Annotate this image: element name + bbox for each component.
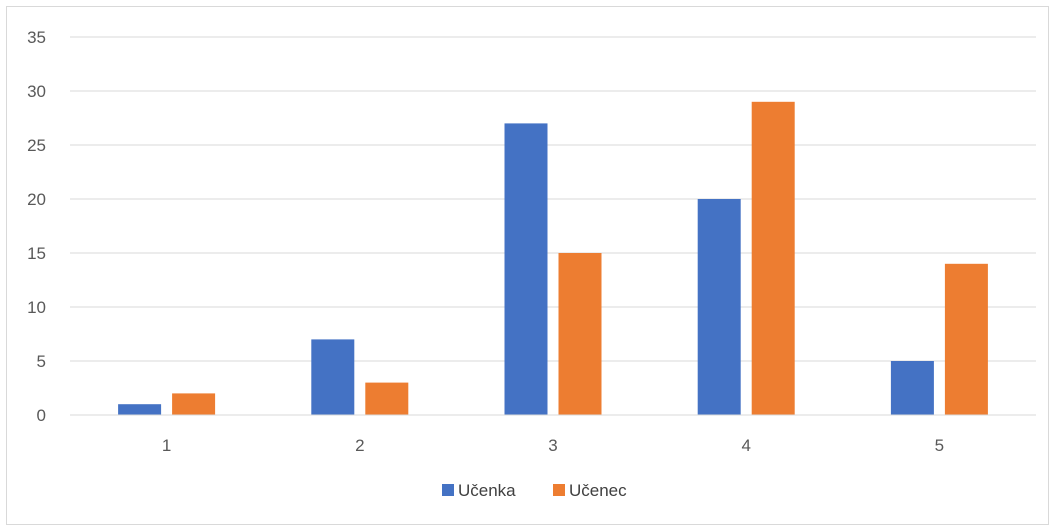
y-tick-label: 10: [27, 298, 46, 317]
y-tick-label: 15: [27, 244, 46, 263]
bar-ucenec-5: [944, 263, 988, 415]
x-tick-label: 3: [548, 436, 557, 455]
legend: Učenka Učenec: [442, 481, 627, 500]
legend-swatch: [553, 484, 565, 496]
bar-ucenka-5: [890, 361, 934, 415]
bars: [118, 101, 988, 416]
bar-ucenka-2: [311, 339, 355, 415]
x-tick-label: 1: [162, 436, 171, 455]
bar-ucenec-3: [558, 253, 602, 415]
legend-label: Učenec: [569, 481, 627, 500]
y-tick-label: 35: [27, 28, 46, 47]
bar-ucenec-2: [365, 382, 409, 415]
y-tick-label: 25: [27, 136, 46, 155]
x-axis-ticks: 1 2 3 4 5: [162, 436, 944, 455]
legend-label: Učenka: [458, 481, 516, 500]
y-tick-label: 20: [27, 190, 46, 209]
gridlines: [70, 36, 1036, 362]
x-tick-label: 2: [355, 436, 364, 455]
x-tick-label: 4: [741, 436, 750, 455]
y-axis-ticks: 0 5 10 15 20 25 30 35: [27, 28, 46, 425]
bar-ucenec-4: [751, 101, 795, 416]
y-tick-label: 30: [27, 82, 46, 101]
x-tick-label: 5: [935, 436, 944, 455]
y-tick-label: 0: [37, 406, 46, 425]
bar-ucenka-4: [697, 199, 741, 415]
bar-ucenka-3: [504, 123, 548, 416]
y-tick-label: 5: [37, 352, 46, 371]
legend-swatch: [442, 484, 454, 496]
bar-ucenka-1: [118, 404, 162, 415]
bar-ucenec-1: [172, 393, 216, 415]
